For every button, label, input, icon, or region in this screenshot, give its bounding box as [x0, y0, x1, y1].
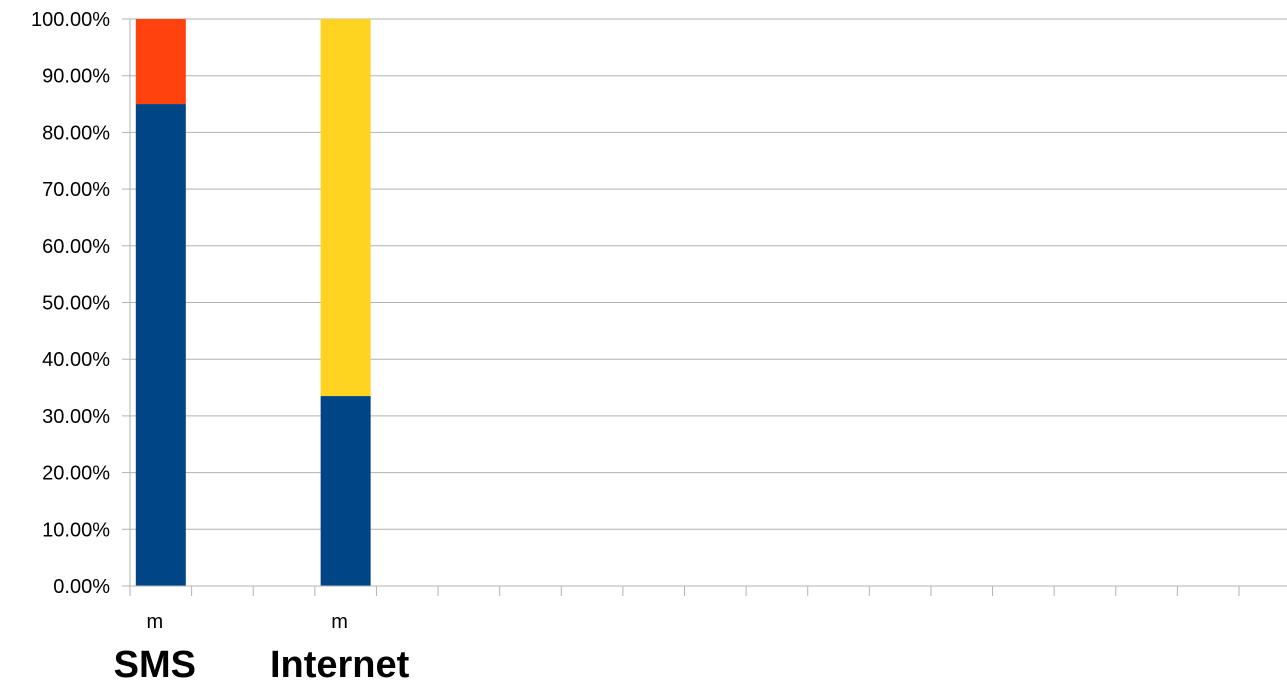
gridlines [122, 18, 1287, 587]
y-tick-label: 100.00% [31, 9, 110, 31]
y-tick-label: 40.00% [42, 349, 110, 371]
y-tick-label: 20.00% [42, 463, 110, 485]
bar-segment [135, 19, 186, 105]
bar-segment [135, 104, 186, 587]
x-group-label: Internet [270, 644, 410, 680]
x-sub-label: m [331, 611, 348, 633]
bar-segment [320, 19, 371, 397]
y-tick-label: 30.00% [42, 406, 110, 428]
y-tick-label: 80.00% [42, 122, 110, 144]
y-tick-labels: 0.00% 10.00% 20.00% 30.00% 40.00% 50.00% 60.00… [31, 9, 110, 598]
y-tick-label: 90.00% [42, 66, 110, 88]
y-tick-label: 50.00% [42, 293, 110, 315]
x-sub-label: m [146, 611, 163, 633]
bar-segment [320, 396, 371, 586]
bars [135, 19, 371, 587]
axes [129, 19, 1287, 596]
y-tick-label: 0.00% [53, 576, 110, 598]
y-tick-label: 10.00% [42, 519, 110, 541]
x-labels: m SMS m Internet [114, 611, 410, 680]
x-group-label: SMS [114, 644, 196, 680]
y-tick-label: 70.00% [42, 179, 110, 201]
y-tick-label: 60.00% [42, 236, 110, 258]
